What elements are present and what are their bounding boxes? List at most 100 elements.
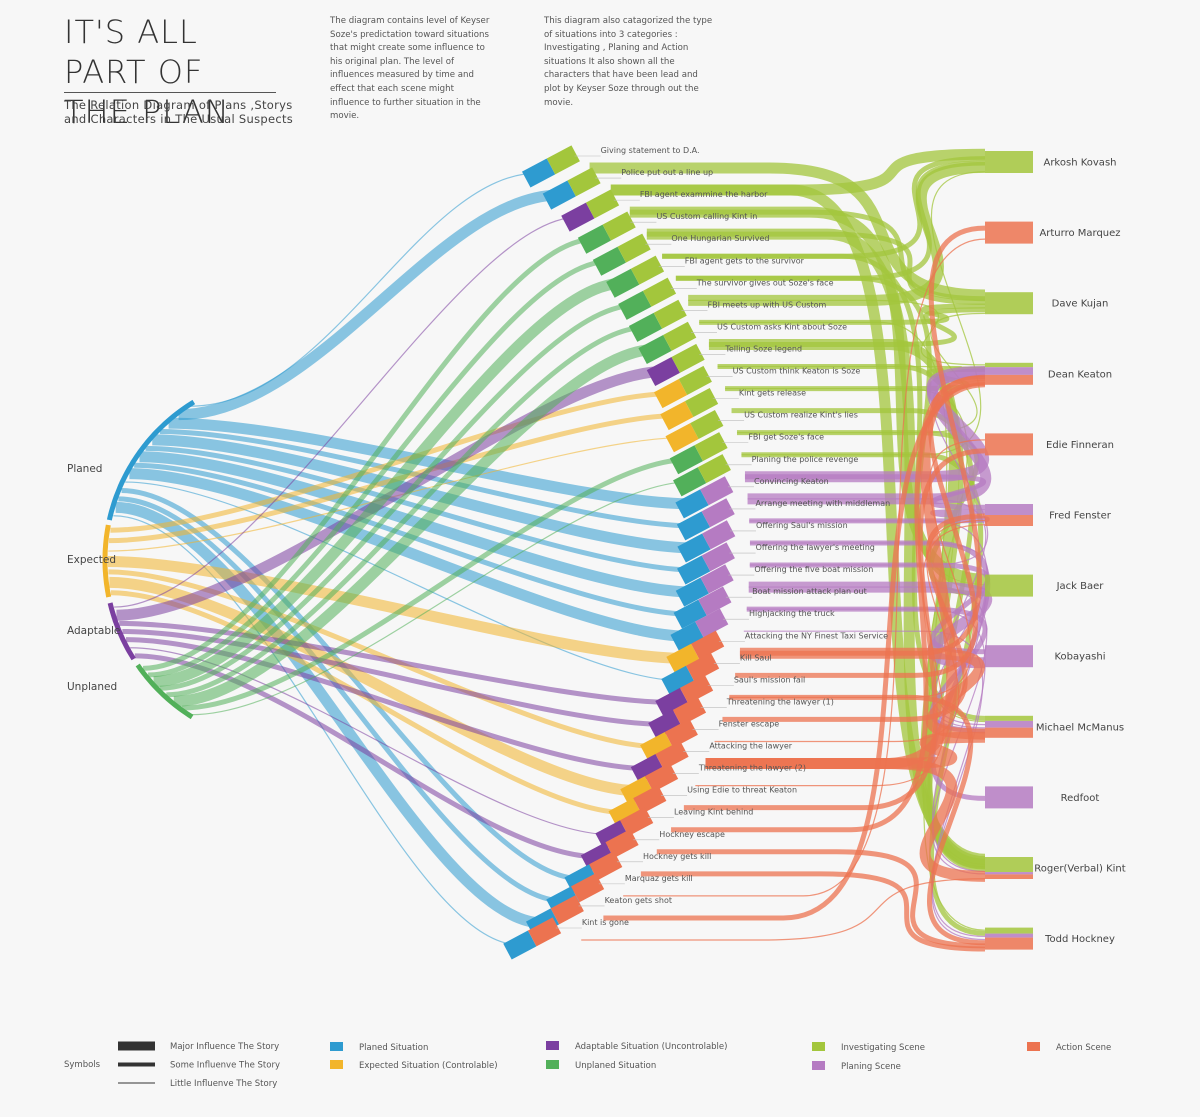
scene-box — [654, 365, 712, 409]
category-label-adaptable: Adaptable — [67, 625, 120, 637]
scene-type-swatch — [701, 498, 735, 528]
scene-box — [669, 432, 728, 475]
scene-label: Highjacking the truck — [749, 609, 835, 618]
category-link-layer — [108, 172, 695, 946]
category-link — [182, 457, 687, 711]
scene-label: Threatening the lawyer (2) — [698, 764, 806, 773]
situation-swatch — [675, 577, 709, 607]
scene-label: Kint is gone — [582, 918, 629, 927]
scene-label: Giving statement to D.A. — [601, 146, 700, 155]
scene-label: FBI agent exammine the harbor — [640, 190, 768, 199]
scene-label: US Custom think Keaton is Soze — [733, 367, 861, 376]
category-link — [134, 462, 691, 617]
situation-swatch — [669, 445, 703, 475]
character-link — [656, 849, 986, 949]
character-bar-segment — [985, 221, 1033, 244]
scene-type-swatch — [653, 299, 687, 329]
character-label: Dean Keaton — [1048, 369, 1112, 380]
situation-swatch — [673, 467, 707, 497]
character-link — [603, 382, 986, 921]
category-link — [119, 620, 672, 705]
scene-type-swatch — [672, 696, 707, 726]
character-label: Redfoot — [1061, 793, 1100, 804]
scene-label: Keaton gets shot — [605, 896, 672, 905]
scene-box — [638, 321, 697, 364]
situation-swatch — [646, 356, 680, 387]
character-bar-segment — [985, 433, 1033, 456]
scene-box — [522, 145, 580, 188]
scene-box — [673, 454, 731, 497]
character-label: Edie Finneran — [1046, 440, 1114, 451]
legend-scene-label: Planing Scene — [841, 1062, 901, 1072]
category-arc-adaptable — [107, 602, 136, 661]
scene-box — [542, 167, 601, 210]
scene-type-swatch — [605, 829, 639, 859]
scene-box — [503, 917, 562, 960]
situation-swatch — [677, 555, 711, 585]
character-link-layer — [581, 148, 993, 952]
description-text-2: This diagram also catagorized the type o… — [544, 16, 713, 108]
situation-swatch — [620, 776, 654, 806]
scene-type-swatch — [550, 895, 584, 925]
character-bar-segment — [985, 715, 1033, 721]
scene-label: Leaving Kint behind — [674, 808, 753, 817]
legend-scene-swatch — [812, 1061, 825, 1070]
scene-box — [608, 784, 667, 828]
scene-type-swatch — [686, 652, 720, 682]
scene-type-swatch — [570, 873, 605, 903]
character-link — [708, 307, 986, 347]
situation-swatch — [592, 246, 626, 276]
character-label: Arkosh Kovash — [1043, 158, 1116, 169]
scene-type-swatch — [602, 211, 636, 241]
scene-box — [660, 387, 719, 431]
scene-label: The survivor gives out Soze's face — [696, 278, 834, 287]
legend-influence-swatch — [118, 1062, 155, 1067]
legend-influence-label: Major Influence The Story — [170, 1042, 279, 1052]
legend-situation-swatch — [546, 1041, 559, 1050]
scene-label: Boat mission attack plan out — [752, 587, 867, 596]
scene-label: Hockney escape — [659, 830, 725, 839]
situation-swatch — [660, 401, 694, 431]
scene-box — [676, 498, 735, 541]
legend-symbols-label: Symbols — [64, 1060, 101, 1070]
scene-type-swatch — [678, 365, 712, 395]
scene-type-swatch — [663, 321, 697, 351]
character-label: Jack Baer — [1056, 581, 1105, 592]
character-link — [699, 303, 986, 325]
category-label-expected: Expected — [67, 554, 116, 566]
character-bar-segment — [985, 362, 1033, 368]
scene-label-layer: Giving statement to D.A. Police put out a… — [555, 146, 890, 929]
scene-label: Hockney gets kill — [643, 852, 711, 861]
situation-swatch — [666, 643, 700, 673]
scene-box — [618, 277, 677, 320]
scene-type-swatch — [633, 784, 667, 815]
scene-type-swatch — [630, 255, 665, 285]
situation-swatch — [618, 290, 652, 320]
situation-swatch — [606, 268, 640, 298]
category-link — [122, 629, 665, 727]
scene-label: Offering the lawyer's meeting — [756, 543, 875, 552]
scene-box — [655, 674, 714, 717]
scene-type-swatch — [527, 917, 562, 947]
category-link — [110, 391, 671, 533]
scene-type-swatch — [698, 586, 732, 616]
scene-label: Attacking the lawyer — [709, 742, 792, 751]
situation-swatch — [661, 665, 695, 695]
category-link — [114, 216, 578, 608]
situation-swatch — [670, 621, 704, 651]
scene-label: US Custom calling Kint in — [656, 212, 757, 221]
scene-label: Fenster escape — [719, 719, 780, 728]
character-link — [581, 878, 986, 941]
character-bar-layer: Arkosh Kovash Arturro Marquez Dave Kujan De… — [985, 151, 1126, 950]
description-text-1: The diagram contains level of Keyser Soz… — [330, 16, 490, 122]
situation-swatch — [542, 180, 576, 210]
character-bar-segment — [985, 367, 1033, 375]
scene-box — [606, 255, 665, 298]
scene-label: Arrange meeting with middleman — [755, 499, 890, 508]
scene-type-swatch — [664, 718, 698, 748]
category-arc-planed — [106, 399, 196, 521]
scene-box — [666, 630, 725, 673]
character-label: Michael McManus — [1036, 722, 1124, 733]
situation-swatch — [503, 930, 537, 960]
